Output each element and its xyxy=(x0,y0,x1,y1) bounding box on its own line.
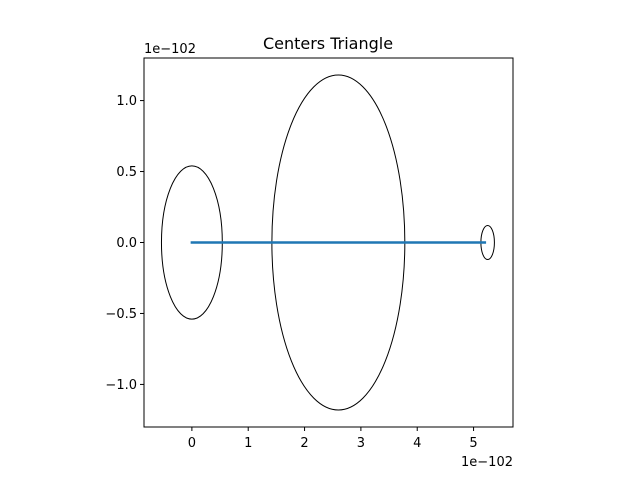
x-tick-label: 0 xyxy=(188,436,196,451)
x-offset-label: 1e−102 xyxy=(461,455,513,470)
x-tick-label: 5 xyxy=(469,436,477,451)
y-tick-label: −0.5 xyxy=(105,307,137,322)
y-offset-label: 1e−102 xyxy=(144,42,196,57)
plot-area xyxy=(160,74,495,411)
x-axis: 0 1 2 3 4 5 xyxy=(188,427,478,451)
x-tick-label: 3 xyxy=(357,436,365,451)
x-tick-label: 2 xyxy=(300,436,308,451)
y-tick-label: 0.5 xyxy=(116,165,137,180)
chart-title: Centers Triangle xyxy=(263,34,393,53)
y-tick-label: −1.0 xyxy=(105,378,137,393)
y-axis: −1.0 −0.5 0.0 0.5 1.0 xyxy=(105,94,144,393)
y-tick-label: 0.0 xyxy=(116,236,137,251)
y-tick-label: 1.0 xyxy=(116,94,137,109)
x-tick-label: 1 xyxy=(244,436,252,451)
x-tick-label: 4 xyxy=(413,436,421,451)
